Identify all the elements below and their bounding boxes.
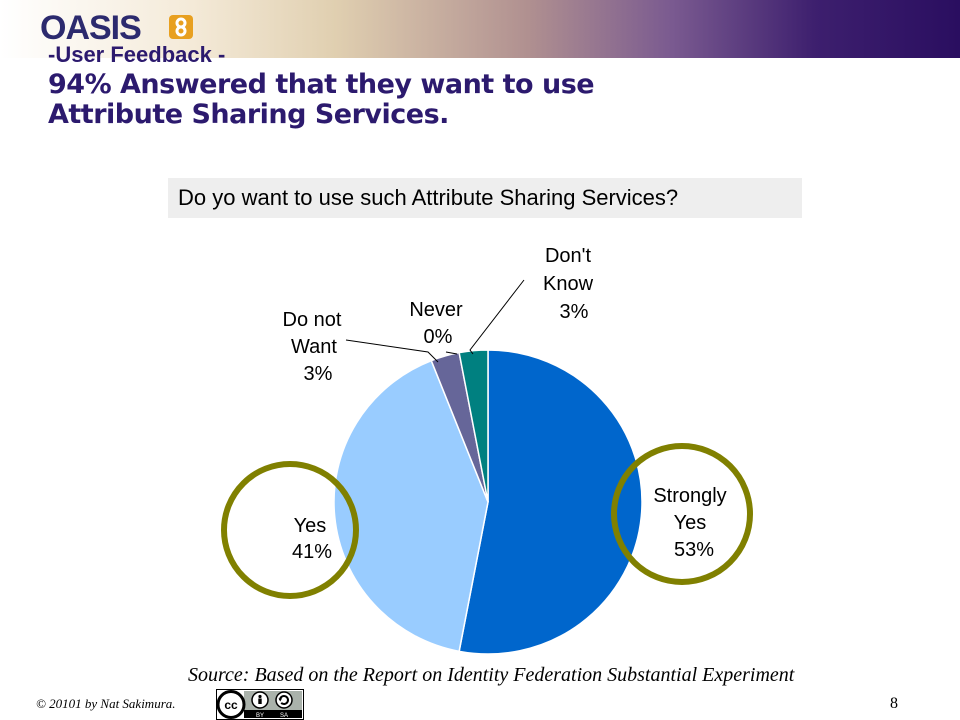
highlight-circle-yes [221,461,359,599]
pie-slice-yes [333,359,489,653]
highlight-circle-strongly-yes [611,443,753,585]
leader-line-do-not-want [345,339,439,363]
source-note: Source: Based on the Report on Identity … [188,664,795,686]
slide-title-line-2: Attribute Sharing Services. [48,99,449,130]
label-dont-know-1: Don't [545,245,592,267]
cc-text: cc [224,698,238,712]
header-band [0,0,960,58]
slide-subtitle: -User Feedback - [48,42,226,67]
leader-lines [345,279,525,363]
label-strongly-yes-pct: 53% [674,539,714,561]
sa-label: SA [280,713,288,719]
label-yes-1: Yes [294,515,327,537]
label-do-not-want-1: Do not [283,309,342,331]
pie-slices [333,349,643,655]
sa-icon [275,691,293,709]
label-do-not-want-2: Want [291,336,337,358]
chart-question: Do yo want to use such Attribute Sharing… [168,178,802,218]
pie-slice-don-t-know [458,349,489,503]
slide-title: 94% Answered that they want to use Attri… [48,69,595,130]
pie-slice-strongly-yes [458,349,643,655]
label-do-not-want-pct: 3% [304,363,333,385]
oasis-logo: OASIS [40,9,142,47]
cc-by-sa-license-badge[interactable]: cc BY SA [216,689,304,720]
page-number: 8 [890,695,898,712]
cc-icon [216,690,246,719]
label-yes-pct: 41% [292,541,332,563]
label-dont-know-2: Know [543,273,594,295]
leader-line-never [445,351,458,355]
label-dont-know-pct: 3% [560,301,589,323]
by-label: BY [256,713,264,719]
label-never-1: Never [409,299,463,321]
label-strongly-yes-2: Yes [674,512,707,534]
label-never-pct: 0% [424,326,453,348]
oasis-logo-icon [169,15,193,39]
label-strongly-yes-1: Strongly [653,485,726,507]
copyright-notice: © 20101 by Nat Sakimura. [36,696,176,711]
leader-line-dont-know [469,279,525,355]
slide-title-line-1: 94% Answered that they want to use [48,69,595,100]
